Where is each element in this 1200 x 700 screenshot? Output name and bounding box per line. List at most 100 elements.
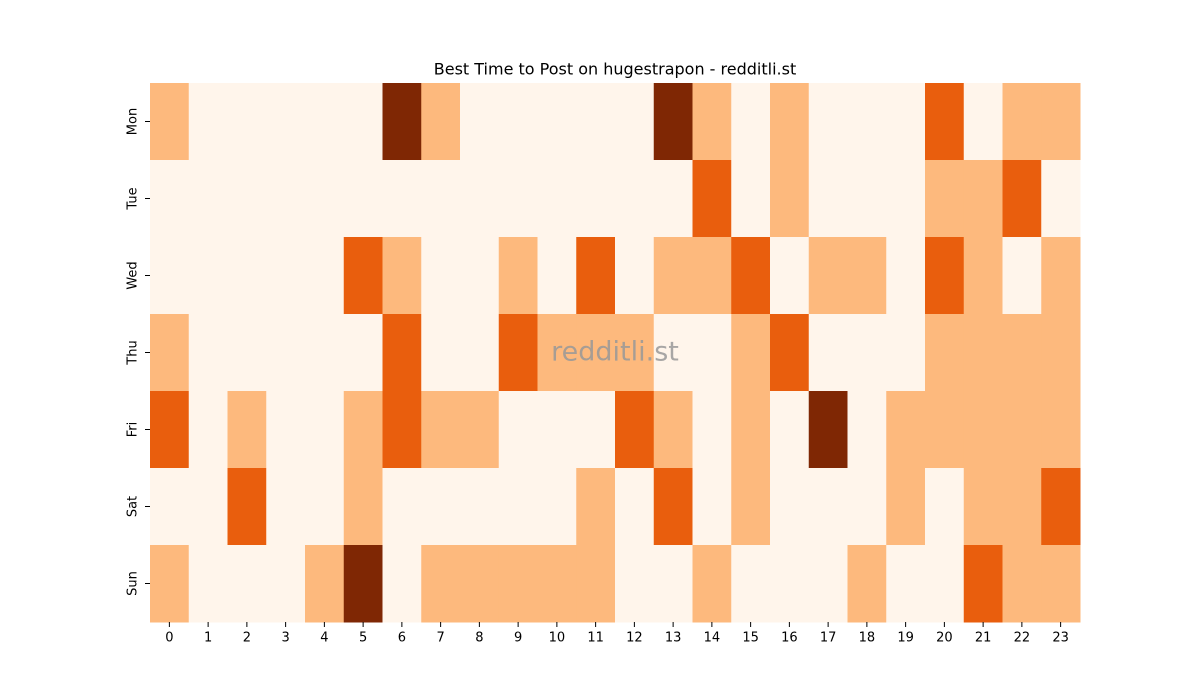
y-tick-label: Sat — [126, 496, 141, 517]
heatmap-cell — [1041, 83, 1081, 161]
heatmap-cell — [847, 545, 887, 623]
heatmap-cell — [1041, 237, 1081, 315]
x-tick-label: 21 — [975, 631, 992, 646]
heatmap-cell — [537, 468, 577, 546]
heatmap-cell — [925, 545, 965, 623]
heatmap-cell — [576, 160, 616, 238]
x-tick-label: 3 — [281, 631, 289, 646]
heatmap-cell — [227, 83, 267, 161]
y-tick-label: Wed — [126, 261, 141, 289]
heatmap-cell — [808, 237, 848, 315]
heatmap-cell — [343, 468, 383, 546]
heatmap-cell — [382, 545, 422, 623]
heatmap-cell — [886, 545, 926, 623]
heatmap-cell — [382, 468, 422, 546]
heatmap-cell — [692, 160, 732, 238]
heatmap-cell — [382, 237, 422, 315]
heatmap-cell — [847, 391, 887, 469]
heatmap-cell — [460, 468, 500, 546]
heatmap-cell — [498, 468, 538, 546]
x-tick-label: 1 — [204, 631, 212, 646]
heatmap-cell — [498, 160, 538, 238]
heatmap-cell — [770, 314, 810, 392]
heatmap-cell — [576, 545, 616, 623]
heatmap-cell — [1041, 160, 1081, 238]
heatmap-cell — [615, 314, 655, 392]
heatmap-cell — [576, 237, 616, 315]
x-tick-label: 15 — [742, 631, 759, 646]
heatmap-cell — [731, 314, 771, 392]
heatmap-cell — [886, 468, 926, 546]
heatmap-cell — [1041, 391, 1081, 469]
heatmap-cell — [421, 468, 461, 546]
heatmap-cell — [808, 545, 848, 623]
heatmap-cell — [770, 237, 810, 315]
heatmap-cell — [886, 160, 926, 238]
heatmap-cell — [1002, 160, 1042, 238]
heatmap-cell — [421, 545, 461, 623]
heatmap-cell — [808, 160, 848, 238]
heatmap-cell — [847, 160, 887, 238]
heatmap-cell — [615, 237, 655, 315]
x-tick-label: 13 — [665, 631, 682, 646]
heatmap-cell — [188, 160, 228, 238]
x-tick-label: 18 — [859, 631, 876, 646]
heatmap-cell — [460, 545, 500, 623]
chart-title: Best Time to Post on hugestrapon - reddi… — [434, 60, 796, 79]
heatmap-cell — [498, 83, 538, 161]
x-tick-label: 12 — [626, 631, 643, 646]
heatmap-cell — [188, 83, 228, 161]
heatmap-cell — [963, 237, 1003, 315]
heatmap-cell — [731, 545, 771, 623]
heatmap-cell — [227, 468, 267, 546]
heatmap-cell — [266, 83, 306, 161]
heatmap-cell — [460, 391, 500, 469]
x-tick-label: 6 — [398, 631, 406, 646]
heatmap-cell — [150, 83, 190, 161]
heatmap-cell — [343, 545, 383, 623]
heatmap-cell — [227, 160, 267, 238]
x-tick-label: 22 — [1014, 631, 1031, 646]
heatmap-cell — [692, 83, 732, 161]
heatmap-cell — [692, 545, 732, 623]
x-tick-label: 0 — [165, 631, 173, 646]
heatmap-cell — [421, 391, 461, 469]
heatmap-cell — [653, 468, 693, 546]
heatmap-cell — [460, 83, 500, 161]
heatmap-cell — [963, 83, 1003, 161]
heatmap-cell — [808, 314, 848, 392]
y-tick-label: Mon — [126, 108, 141, 135]
heatmap-cell — [498, 545, 538, 623]
heatmap-cell — [770, 545, 810, 623]
heatmap-cell — [886, 314, 926, 392]
heatmap-cell — [343, 314, 383, 392]
heatmap-cell — [498, 314, 538, 392]
x-tick-label: 10 — [549, 631, 566, 646]
x-tick-label: 14 — [704, 631, 721, 646]
x-tick-label: 7 — [436, 631, 444, 646]
heatmap-cell — [537, 391, 577, 469]
heatmap-cell — [653, 83, 693, 161]
heatmap-cell — [382, 160, 422, 238]
heatmap-cell — [382, 391, 422, 469]
heatmap-cell — [460, 237, 500, 315]
heatmap-cell — [731, 237, 771, 315]
heatmap-cell — [925, 314, 965, 392]
heatmap-cell — [925, 237, 965, 315]
heatmap-cell — [266, 160, 306, 238]
heatmap-cell — [886, 237, 926, 315]
heatmap-cell — [537, 160, 577, 238]
heatmap-cell — [615, 160, 655, 238]
x-tick-label: 16 — [781, 631, 798, 646]
heatmap-cell — [305, 83, 345, 161]
heatmap-cell — [731, 160, 771, 238]
heatmap-cell — [227, 391, 267, 469]
heatmap-cell — [963, 545, 1003, 623]
heatmap-cell — [305, 545, 345, 623]
heatmap-cell — [150, 391, 190, 469]
heatmap-cell — [847, 237, 887, 315]
heatmap-cell — [847, 314, 887, 392]
heatmap-cell — [150, 160, 190, 238]
